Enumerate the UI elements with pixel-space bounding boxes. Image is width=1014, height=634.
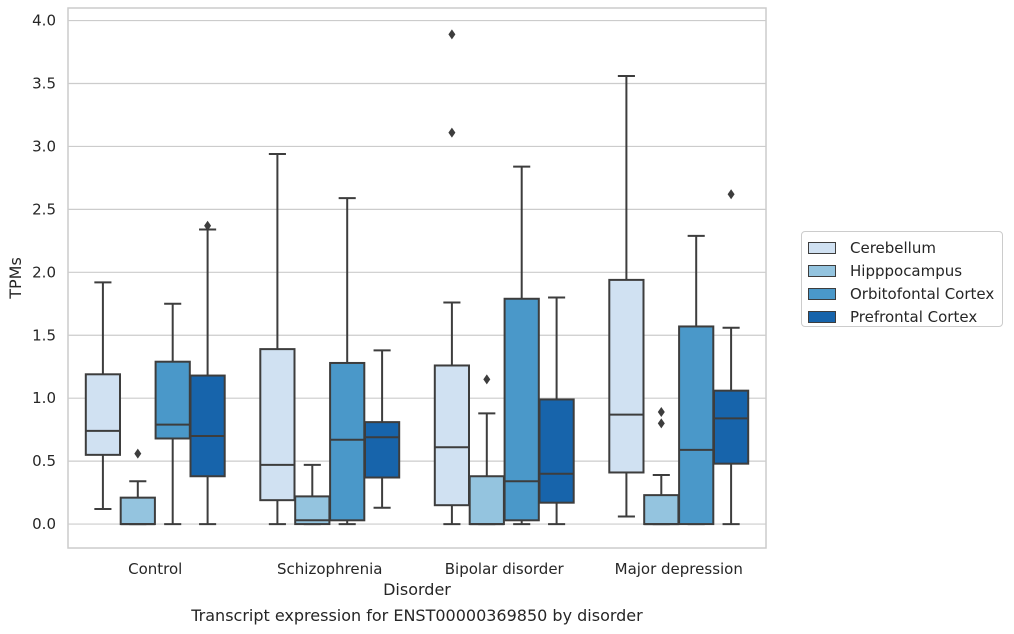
outlier-point: [134, 448, 142, 459]
x-tick-label: Bipolar disorder: [445, 560, 565, 578]
y-tick-label: 0.0: [32, 515, 56, 533]
box-3-3: [712, 189, 750, 526]
legend-swatch-prefrontal-cortex: [808, 310, 836, 323]
outlier-point: [448, 127, 456, 138]
box-iqr: [643, 494, 680, 526]
box-2-3: [538, 296, 575, 526]
y-tick-label: 3.5: [32, 75, 56, 93]
box-iqr: [468, 475, 505, 526]
box-iqr: [84, 373, 122, 456]
plot-area-frame: [67, 7, 767, 549]
box-iqr: [503, 297, 540, 522]
y-tick-label: 1.5: [32, 326, 56, 344]
y-tick-label: 0.5: [32, 452, 56, 470]
y-axis-ticks: 0.0 0.5 1.0 1.5 2.0 2.5 3.0 3.5 4.0: [32, 12, 56, 533]
box-iqr: [608, 278, 645, 474]
y-tick-label: 1.0: [32, 389, 56, 407]
outlier-point: [448, 29, 456, 40]
x-tick-label: Schizophrenia: [277, 560, 382, 578]
box-iqr: [154, 360, 191, 440]
box-0-3: [189, 220, 226, 526]
chart-caption: Transcript expression for ENST0000036985…: [191, 606, 643, 625]
box-1-3: [363, 349, 401, 509]
legend-label-hippocampus: Hipppocampus: [850, 261, 963, 280]
box-0-2: [154, 302, 191, 526]
box-1-0: [259, 153, 296, 526]
legend-label-prefrontal-cortex: Prefrontal Cortex: [850, 307, 978, 326]
box-iqr: [119, 496, 156, 526]
y-tick-label: 2.5: [32, 200, 56, 218]
box-iqr: [712, 389, 750, 465]
legend-label-orbitofrontal-cortex: Orbitofontal Cortex: [850, 284, 995, 303]
legend-swatch-hippocampus: [808, 264, 836, 277]
box-2-2: [503, 165, 540, 526]
x-tick-label: Control: [128, 560, 182, 578]
outlier-point: [657, 407, 665, 418]
y-tick-label: 3.0: [32, 137, 56, 155]
box-3-2: [678, 234, 715, 526]
legend-item-prefrontal-cortex: Prefrontal Cortex: [808, 305, 1002, 328]
y-axis-title: TPMs: [6, 257, 25, 300]
box-1-1: [294, 463, 331, 526]
outlier-point: [204, 220, 212, 231]
outlier-point: [727, 189, 735, 200]
chart-legend: Cerebellum Hipppocampus Orbitofontal Cor…: [801, 231, 1003, 327]
box-2-0: [433, 29, 471, 526]
box-iqr: [678, 325, 715, 526]
box-plots: [84, 29, 750, 526]
legend-item-orbitofrontal-cortex: Orbitofontal Cortex: [808, 282, 1002, 305]
box-0-1: [119, 448, 156, 526]
box-3-0: [608, 74, 645, 518]
box-1-2: [329, 197, 366, 526]
box-iqr: [259, 348, 296, 502]
box-iqr: [363, 421, 401, 479]
legend-item-cerebellum: Cerebellum: [808, 236, 1002, 259]
outlier-point: [483, 374, 491, 385]
x-tick-label: Major depression: [615, 560, 743, 578]
y-tick-label: 2.0: [32, 263, 56, 281]
y-tick-label: 4.0: [32, 12, 56, 30]
box-iqr: [538, 398, 575, 504]
box-iqr: [189, 374, 226, 478]
legend-item-hippocampus: Hipppocampus: [808, 259, 1002, 282]
box-iqr: [329, 361, 366, 522]
x-axis-title: Disorder: [383, 580, 451, 599]
x-axis-ticks: Control Schizophrenia Bipolar disorder Majo…: [128, 560, 743, 578]
box-2-1: [468, 374, 505, 526]
box-0-0: [84, 281, 122, 510]
legend-swatch-orbitofrontal-cortex: [808, 287, 836, 300]
legend-swatch-cerebellum: [808, 241, 836, 254]
legend-label-cerebellum: Cerebellum: [850, 238, 936, 257]
box-3-1: [643, 407, 680, 526]
box-iqr: [433, 364, 471, 507]
outlier-point: [657, 418, 665, 429]
